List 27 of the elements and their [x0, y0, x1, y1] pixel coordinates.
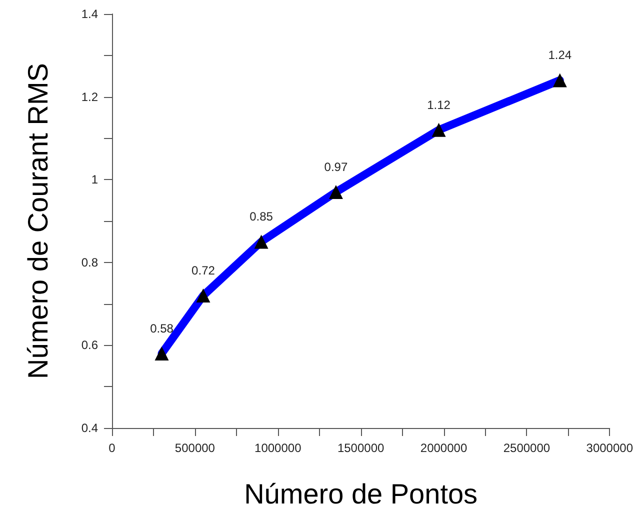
- data-label: 1.12: [427, 98, 451, 112]
- data-label: 0.58: [150, 321, 174, 336]
- y-tick-label: 1.2: [81, 90, 98, 104]
- x-tick-label: 500000: [174, 441, 216, 455]
- y-tick-label: 0.8: [81, 255, 98, 270]
- y-tick-label: 1.4: [81, 7, 98, 21]
- point: [552, 73, 567, 88]
- point: [196, 288, 210, 303]
- point: [432, 122, 446, 137]
- data-label: 0.72: [192, 264, 216, 278]
- y-tick-label: 0.4: [81, 421, 98, 435]
- data-label: 0.97: [324, 160, 348, 174]
- x-tick-label: 3000000: [586, 441, 634, 455]
- x-tick-label: 2000000: [420, 441, 468, 455]
- x-tick-label: 0: [108, 441, 116, 455]
- data-label: 0.85: [250, 210, 274, 224]
- y-axis-title: Número de Courant RMS: [22, 63, 54, 379]
- x-axis-title: Número de Pontos: [244, 478, 478, 510]
- point: [154, 346, 169, 360]
- x-tick-label: 2500000: [503, 441, 550, 455]
- y-tick-label: 0.6: [81, 338, 98, 352]
- data-label: 1.24: [548, 48, 572, 62]
- point: [328, 185, 343, 200]
- y-tick-label: 1: [91, 172, 98, 187]
- x-tick-label: 1500000: [337, 441, 385, 455]
- point: [254, 234, 268, 249]
- x-tick-label: 1000000: [254, 441, 302, 455]
